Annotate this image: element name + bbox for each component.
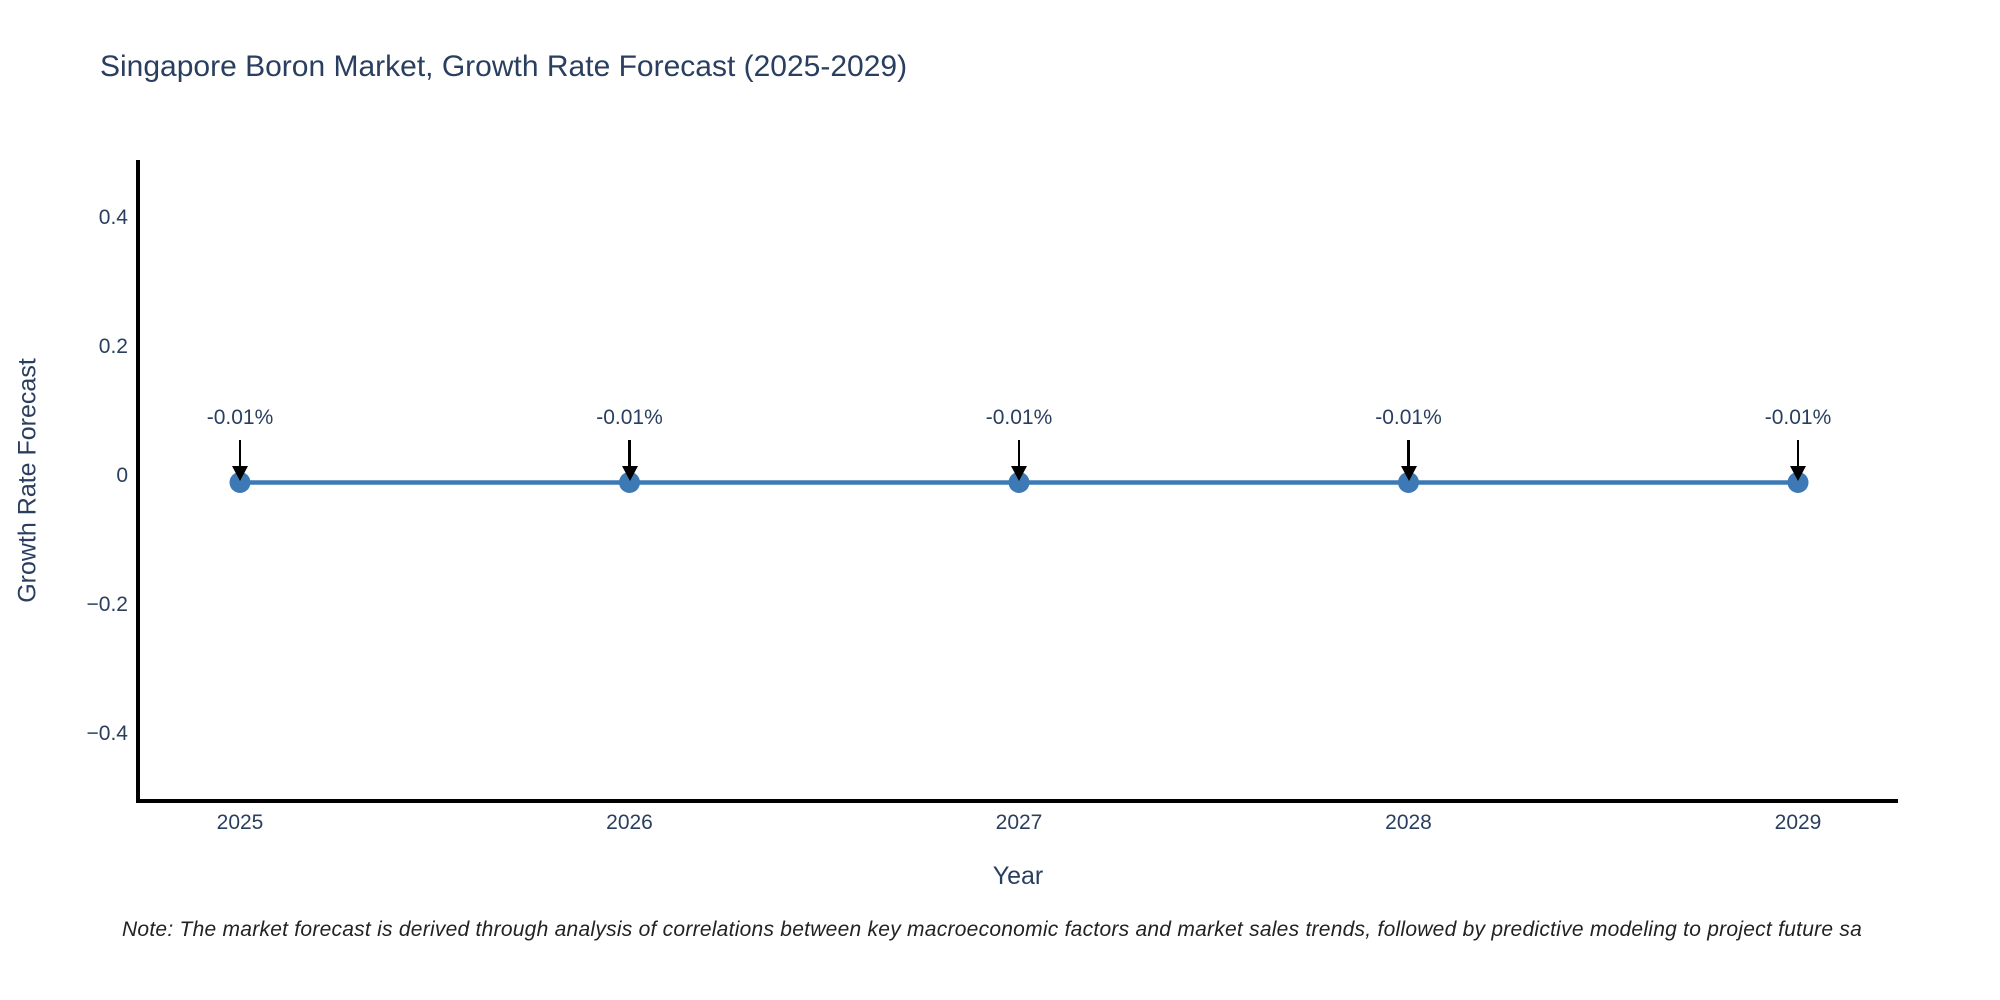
annotation-arrow-stem	[1796, 440, 1800, 467]
x-tick-label: 2029	[1774, 811, 1822, 834]
x-axis-line	[136, 799, 1898, 803]
x-tick-label: 2028	[1385, 811, 1432, 834]
y-axis-line	[136, 160, 140, 803]
annotation-arrow-stem	[1017, 440, 1021, 467]
point-value-label: -0.01%	[1375, 406, 1442, 429]
y-tick-label: 0.4	[98, 206, 128, 229]
chart-title: Singapore Boron Market, Growth Rate Fore…	[100, 50, 908, 83]
y-tick-label: −0.2	[86, 593, 128, 616]
point-value-label: -0.01%	[206, 406, 274, 429]
annotation-arrowhead-icon	[621, 466, 638, 482]
x-tick-label: 2027	[995, 811, 1043, 834]
annotation-arrowhead-icon	[1400, 466, 1417, 482]
annotation-arrowhead-icon	[232, 466, 248, 482]
y-tick-label: 0	[116, 464, 128, 487]
y-tick-label: −0.4	[86, 722, 128, 745]
annotation-arrow-stem	[1407, 440, 1410, 467]
annotation-arrowhead-icon	[1790, 466, 1806, 482]
footnote: Note: The market forecast is derived thr…	[122, 918, 1863, 941]
x-tick-label: 2026	[606, 811, 653, 834]
x-axis-title: Year	[992, 862, 1044, 890]
x-tick-label: 2025	[216, 811, 264, 834]
point-value-label: -0.01%	[596, 406, 663, 429]
annotation-arrow-stem	[628, 440, 631, 467]
y-tick-label: 0.2	[98, 335, 128, 358]
annotation-arrow-stem	[238, 440, 242, 467]
point-value-label: -0.01%	[1764, 406, 1832, 429]
annotation-arrowhead-icon	[1011, 466, 1027, 482]
point-value-label: -0.01%	[985, 406, 1053, 429]
